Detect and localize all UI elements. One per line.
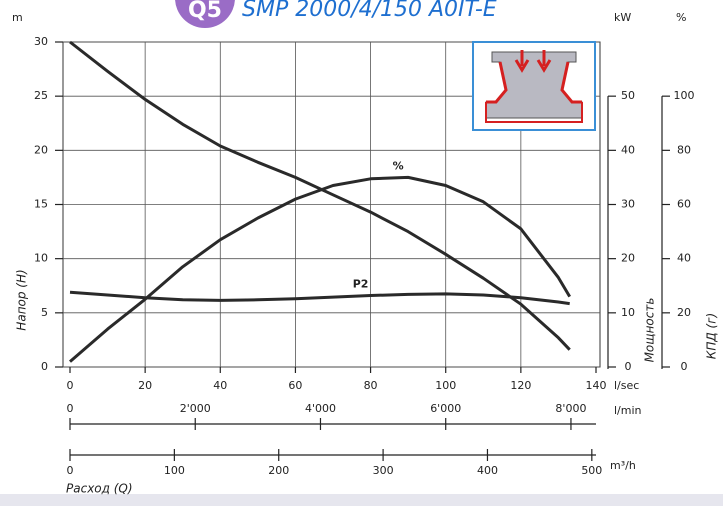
x-tick-label: 140: [586, 379, 607, 392]
y3-unit: %: [676, 11, 686, 24]
y2-tick-label: 50: [621, 89, 635, 102]
y3-tick-label: 80: [677, 143, 691, 156]
y-tick-label: 20: [34, 143, 48, 156]
x3-tick-label: 100: [164, 464, 185, 477]
x-tick-label: 40: [213, 379, 227, 392]
pump-inset: [472, 41, 596, 131]
y2-tick-label: 0: [625, 360, 632, 373]
x-tick-label: 60: [288, 379, 302, 392]
y2-tick-label: 40: [621, 143, 635, 156]
series-line: [69, 175, 571, 363]
x-tick-label: 120: [510, 379, 531, 392]
series-line: [69, 290, 570, 306]
y3-tick-label: 20: [677, 306, 691, 319]
x3-tick-label: 400: [477, 464, 498, 477]
y3-axis-label: КПД (г): [705, 313, 719, 359]
y2-axis-label: Мощность: [643, 298, 657, 363]
y2-unit: kW: [614, 11, 631, 24]
bottom-band: [0, 494, 723, 506]
x2-unit: l/min: [614, 404, 642, 417]
x2-tick-label: 0: [67, 402, 74, 415]
y-tick-label: 10: [34, 252, 48, 265]
x-axis-label: Расход (Q): [66, 482, 133, 496]
x3-tick-label: 500: [581, 464, 602, 477]
y3-tick-label: 0: [681, 360, 688, 373]
y-axis-label: Напор (H): [15, 269, 29, 330]
x2-tick-label: 2'000: [180, 402, 211, 415]
badge-circle: [175, 0, 235, 28]
x-tick-label: 100: [435, 379, 456, 392]
y2-tick-label: 20: [621, 252, 635, 265]
x-tick-label: 80: [364, 379, 378, 392]
y-tick-label: 25: [34, 89, 48, 102]
x3-tick-label: 0: [67, 464, 74, 477]
x2-tick-label: 4'000: [305, 402, 336, 415]
y3-tick-label: 60: [677, 198, 691, 211]
y-unit: m: [12, 11, 23, 24]
y-tick-label: 30: [34, 35, 48, 48]
x-tick-label: 0: [67, 379, 74, 392]
x3-unit: m³/h: [610, 459, 636, 472]
chart-title: SMP 2000/4/150 A0IT-E: [242, 0, 497, 22]
x-tick-label: 20: [138, 379, 152, 392]
x3-tick-label: 200: [268, 464, 289, 477]
y-tick-label: 15: [34, 198, 48, 211]
y-tick-label: 5: [41, 306, 48, 319]
y3-tick-label: 100: [674, 89, 695, 102]
x3-tick-label: 300: [373, 464, 394, 477]
y2-tick-label: 10: [621, 306, 635, 319]
badge: Q5: [188, 0, 222, 23]
x2-tick-label: 6'000: [430, 402, 461, 415]
x-unit: l/sec: [614, 379, 639, 392]
series-label: %: [393, 159, 404, 172]
y3-tick-label: 40: [677, 252, 691, 265]
x2-tick-label: 8'000: [555, 402, 586, 415]
y-tick-label: 0: [41, 360, 48, 373]
series-label: P2: [353, 278, 369, 291]
y2-tick-label: 30: [621, 198, 635, 211]
